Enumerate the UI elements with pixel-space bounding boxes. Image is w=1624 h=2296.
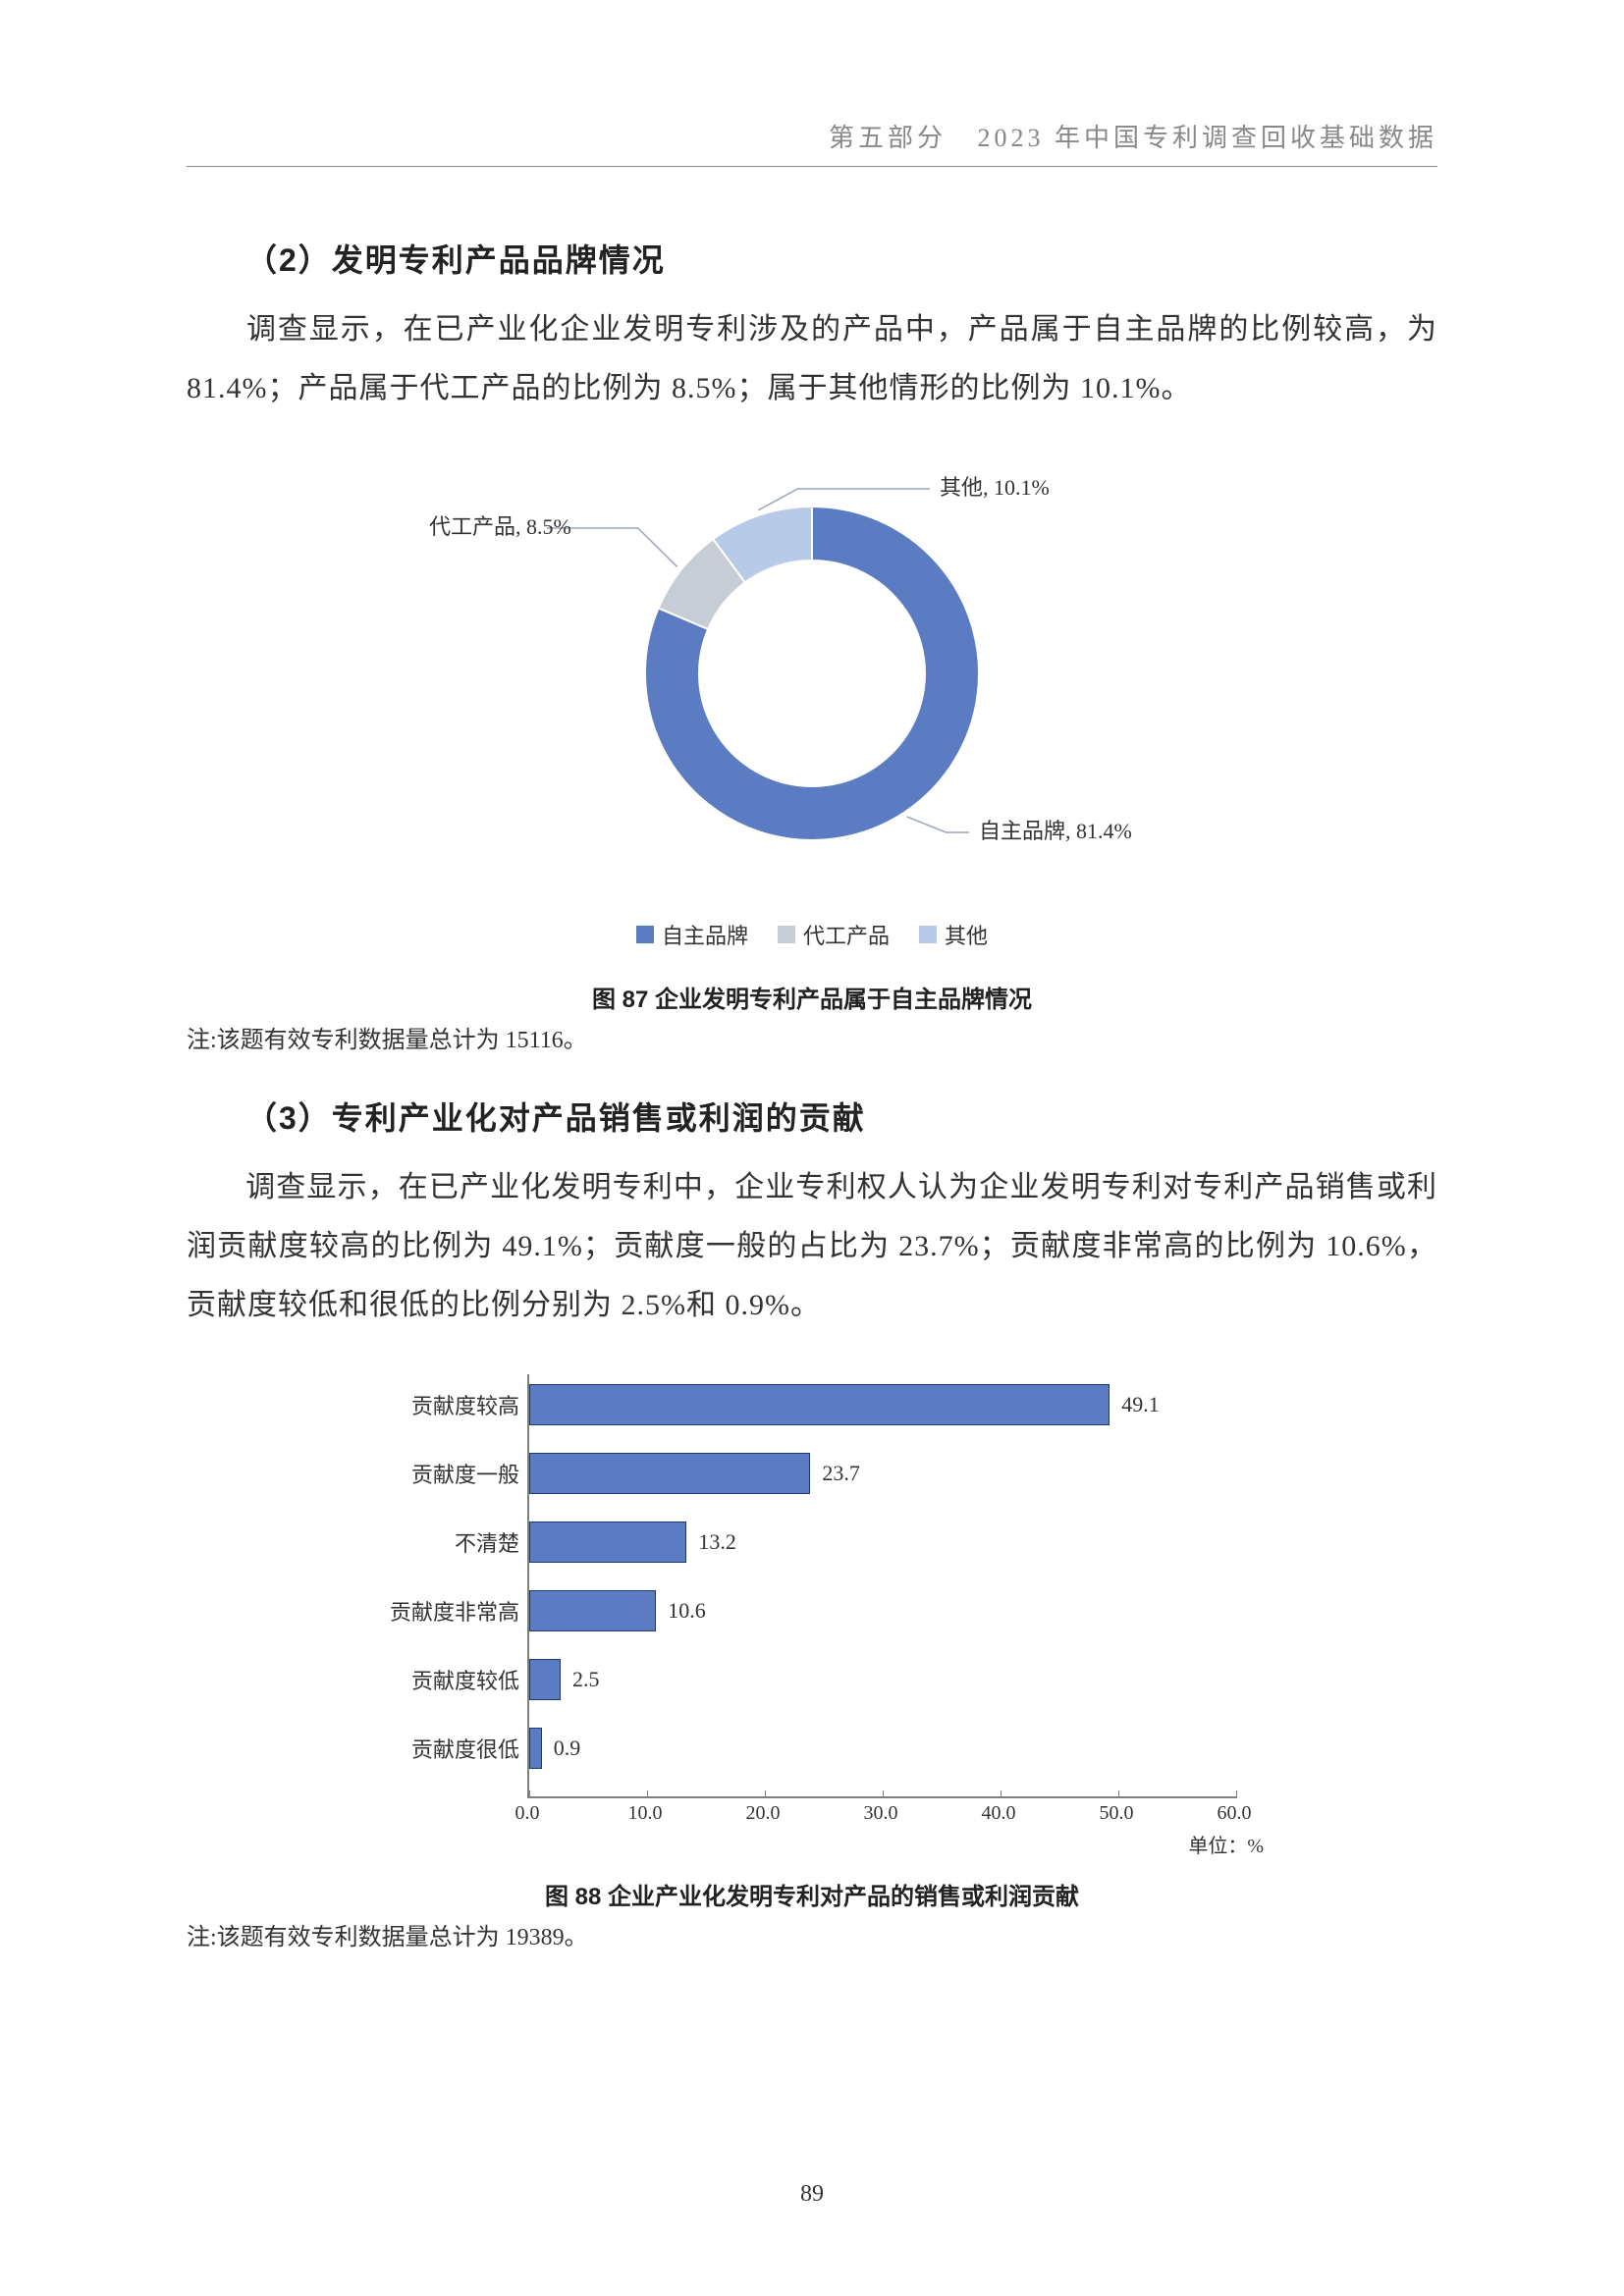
- bar-row: 贡献度较低 2.5: [372, 1659, 1236, 1700]
- page: 第五部分 2023 年中国专利调查回收基础数据 （2）发明专利产品品牌情况 调查…: [0, 0, 1624, 2296]
- bar-row: 不清楚 13.2: [372, 1522, 1236, 1563]
- section-3-title: （3）专利产业化对产品销售或利润的贡献: [245, 1094, 1437, 1139]
- section-2-paragraph: 调查显示，在已产业化企业发明专利涉及的产品中，产品属于自主品牌的比例较高，为 8…: [187, 300, 1437, 418]
- bar-rect: [529, 1728, 542, 1769]
- x-tick-label: 30.0: [864, 1802, 898, 1825]
- legend-label: 其他: [945, 919, 988, 950]
- bar-value-label: 23.7: [822, 1461, 860, 1486]
- legend-label: 代工产品: [803, 919, 890, 950]
- header-title: 2023 年中国专利调查回收基础数据: [977, 124, 1437, 152]
- x-tick-label: 40.0: [982, 1802, 1016, 1825]
- x-tick-label: 20.0: [746, 1802, 781, 1825]
- legend-item: 其他: [919, 919, 988, 950]
- legend-item: 代工产品: [778, 919, 890, 950]
- donut-chart: 自主品牌, 81.4% 代工产品, 8.5% 其他, 10.1%: [390, 448, 1234, 909]
- bar-category-label: 贡献度非常高: [372, 1595, 529, 1627]
- section-2-title: （2）发明专利产品品牌情况: [245, 236, 1437, 281]
- donut-label: 代工产品, 8.5%: [429, 514, 571, 539]
- figure-88-note: 注:该题有效专利数据量总计为 19389。: [187, 1917, 1437, 1951]
- bar-rect: [529, 1590, 656, 1631]
- bar-rect: [529, 1453, 810, 1494]
- legend-label: 自主品牌: [662, 919, 748, 950]
- bar-rect: [529, 1384, 1110, 1425]
- bar-row: 贡献度一般 23.7: [372, 1453, 1236, 1494]
- x-tick-label: 0.0: [515, 1802, 540, 1825]
- donut-legend: 自主品牌 代工产品 其他: [636, 919, 988, 950]
- legend-swatch: [636, 926, 654, 943]
- section-3-paragraph: 调查显示，在已产业化发明专利中，企业专利权人认为企业发明专利对专利产品销售或利润…: [187, 1158, 1437, 1335]
- donut-leader: [907, 817, 969, 832]
- bar-value-label: 0.9: [554, 1735, 581, 1761]
- legend-item: 自主品牌: [636, 919, 748, 950]
- x-tick-label: 10.0: [628, 1802, 663, 1825]
- bar-category-label: 贡献度一般: [372, 1458, 529, 1489]
- bar-value-label: 13.2: [698, 1529, 736, 1555]
- bar-chart: 贡献度较高 49.1 贡献度一般 23.7 不清楚 13.2 贡献度非常高 10.6 贡献度较低…: [370, 1374, 1254, 1828]
- bar-category-label: 贡献度较低: [372, 1664, 529, 1695]
- figure-87-note: 注:该题有效专利数据量总计为 15116。: [187, 1020, 1437, 1054]
- donut-chart-wrap: 自主品牌, 81.4% 代工产品, 8.5% 其他, 10.1% 自主品牌 代工产品 其…: [187, 448, 1437, 1014]
- donut-label: 自主品牌, 81.4%: [979, 819, 1132, 843]
- bar-value-label: 2.5: [572, 1667, 600, 1692]
- page-header: 第五部分 2023 年中国专利调查回收基础数据: [187, 118, 1437, 167]
- bar-category-label: 不清楚: [372, 1526, 529, 1558]
- page-number: 89: [0, 2181, 1624, 2208]
- bar-rect: [529, 1522, 686, 1563]
- bar-category-label: 贡献度较高: [372, 1389, 529, 1420]
- x-tick-label: 60.0: [1218, 1802, 1252, 1825]
- bar-row: 贡献度很低 0.9: [372, 1728, 1236, 1769]
- donut-leader: [758, 489, 930, 510]
- bar-category-label: 贡献度很低: [372, 1733, 529, 1764]
- header-part: 第五部分: [829, 124, 947, 152]
- bar-rect: [529, 1659, 561, 1700]
- bar-value-label: 10.6: [668, 1598, 706, 1624]
- bar-row: 贡献度较高 49.1: [372, 1384, 1236, 1425]
- legend-swatch: [778, 926, 795, 943]
- bar-chart-wrap: 贡献度较高 49.1 贡献度一般 23.7 不清楚 13.2 贡献度非常高 10.6 贡献度较低…: [187, 1364, 1437, 1911]
- donut-label: 其他, 10.1%: [940, 475, 1050, 500]
- figure-88-caption: 图 88 企业产业化发明专利对产品的销售或利润贡献: [545, 1877, 1079, 1911]
- x-axis-unit: 单位：%: [1188, 1830, 1264, 1858]
- x-tick-label: 50.0: [1100, 1802, 1134, 1825]
- bar-row: 贡献度非常高 10.6: [372, 1590, 1236, 1631]
- figure-87-caption: 图 87 企业发明专利产品属于自主品牌情况: [592, 980, 1032, 1014]
- legend-swatch: [919, 926, 937, 943]
- bar-value-label: 49.1: [1121, 1392, 1160, 1417]
